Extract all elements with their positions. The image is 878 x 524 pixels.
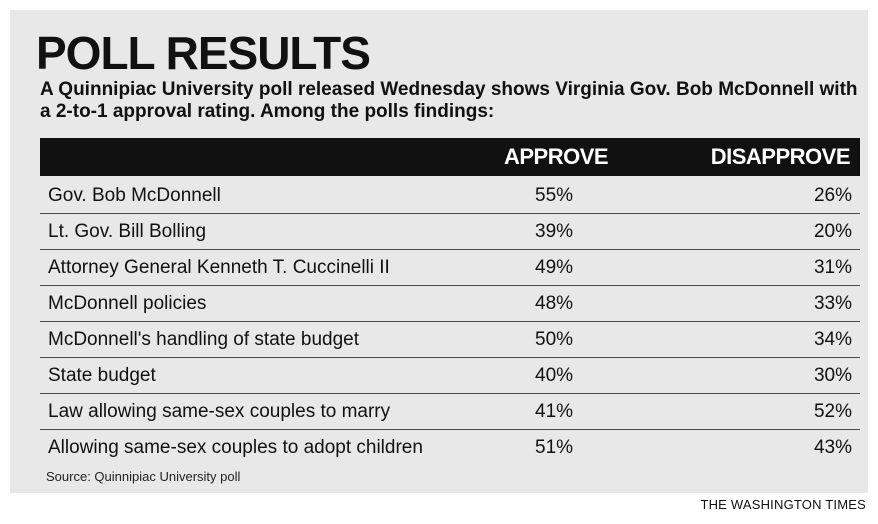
approve-value: 39% xyxy=(535,221,574,242)
approve-value: 50% xyxy=(535,329,574,350)
table-row: Gov. Bob McDonnell 55% 26% xyxy=(40,178,860,214)
table-body: Gov. Bob McDonnell 55% 26% Lt. Gov. Bill Bo… xyxy=(40,178,860,466)
disapprove-value: 30% xyxy=(813,365,852,386)
source-note: Source: Quinnipiac University poll xyxy=(46,469,241,484)
table-row: McDonnell policies 48% 33% xyxy=(40,286,860,322)
approve-value: 41% xyxy=(535,401,574,422)
table-header-bar: APPROVE DISAPPROVE xyxy=(40,138,860,176)
row-label: Allowing same-sex couples to adopt child… xyxy=(48,437,423,458)
row-label: Attorney General Kenneth T. Cuccinelli I… xyxy=(48,257,390,278)
table-row: Attorney General Kenneth T. Cuccinelli I… xyxy=(40,250,860,286)
approve-value: 51% xyxy=(535,437,574,458)
disapprove-value: 31% xyxy=(813,257,852,278)
disapprove-value: 26% xyxy=(813,185,852,206)
disapprove-value: 52% xyxy=(813,401,852,422)
poll-graphic: POLL RESULTS A Quinnipiac University pol… xyxy=(10,10,868,493)
table-row: Lt. Gov. Bill Bolling 39% 20% xyxy=(40,214,860,250)
publisher-credit: THE WASHINGTON TIMES xyxy=(700,497,866,512)
row-label: McDonnell's handling of state budget xyxy=(48,329,359,350)
table-row: McDonnell's handling of state budget 50% 3… xyxy=(40,322,860,358)
row-label: State budget xyxy=(48,365,156,386)
column-header-approve: APPROVE xyxy=(504,144,609,169)
row-label: Law allowing same-sex couples to marry xyxy=(48,401,391,422)
approve-value: 49% xyxy=(535,257,574,278)
table-row: State budget 40% 30% xyxy=(40,358,860,394)
table-row: Allowing same-sex couples to adopt child… xyxy=(40,430,860,466)
row-label: Lt. Gov. Bill Bolling xyxy=(48,221,207,242)
approve-value: 40% xyxy=(535,365,574,386)
chart-subtitle: A Quinnipiac University poll released We… xyxy=(40,79,858,122)
disapprove-value: 34% xyxy=(813,329,852,350)
table-row: Law allowing same-sex couples to marry 41… xyxy=(40,394,860,430)
approve-value: 48% xyxy=(535,293,574,314)
disapprove-value: 33% xyxy=(813,293,852,314)
row-label: Gov. Bob McDonnell xyxy=(48,185,221,206)
row-label: McDonnell policies xyxy=(48,293,207,314)
chart-title: POLL RESULTS xyxy=(36,27,371,79)
disapprove-value: 43% xyxy=(813,437,852,458)
approve-value: 55% xyxy=(535,185,574,206)
disapprove-value: 20% xyxy=(813,221,852,242)
column-header-disapprove: DISAPPROVE xyxy=(710,144,851,169)
